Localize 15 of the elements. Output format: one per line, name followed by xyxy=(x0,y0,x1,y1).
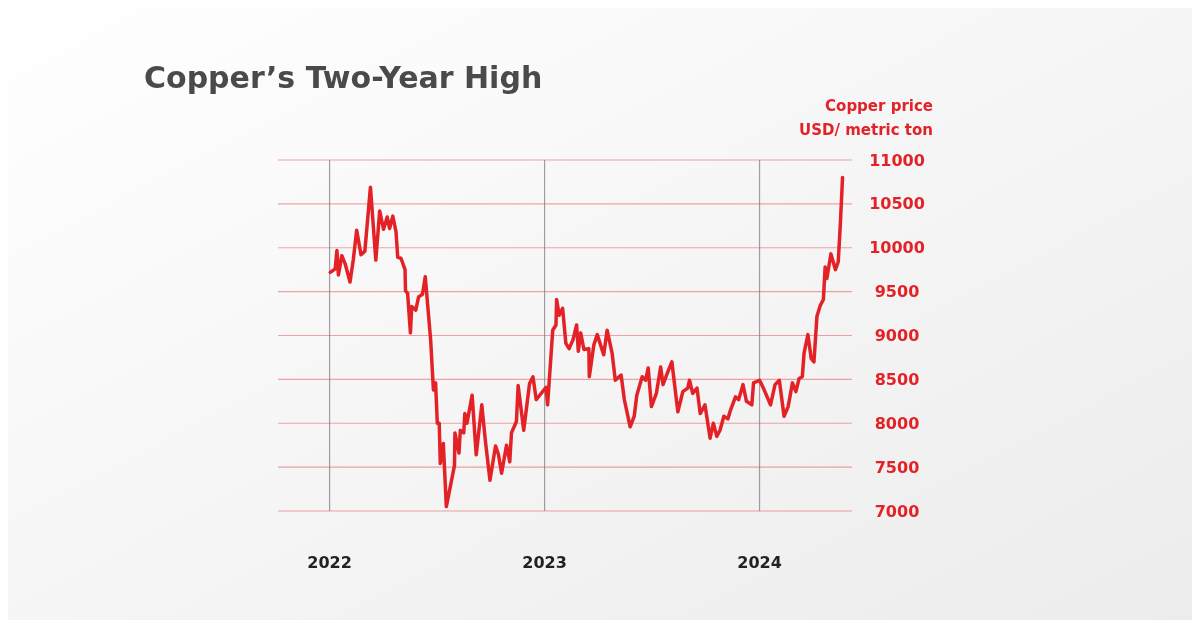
y-tick-label: 10500 xyxy=(869,194,925,214)
y-tick-label: 11000 xyxy=(869,150,925,170)
y-tick-label: 9000 xyxy=(874,326,920,346)
y-tick-label: 7000 xyxy=(874,501,920,521)
x-tick-label: 2022 xyxy=(307,553,352,572)
x-tick-label: 2024 xyxy=(737,553,782,572)
y-tick-label: 8500 xyxy=(874,369,920,389)
chart-title: Copper’s Two-Year High xyxy=(144,60,543,95)
y-tick-label: 9500 xyxy=(874,282,920,302)
x-tick-label: 2023 xyxy=(522,553,567,572)
y-tick-label: 8000 xyxy=(874,413,920,433)
y-axis-title: Copper price USD/ metric ton xyxy=(799,97,933,139)
y-tick-label: 10000 xyxy=(869,238,925,258)
line-series xyxy=(328,175,845,509)
y-tick-label: 7500 xyxy=(874,457,920,477)
